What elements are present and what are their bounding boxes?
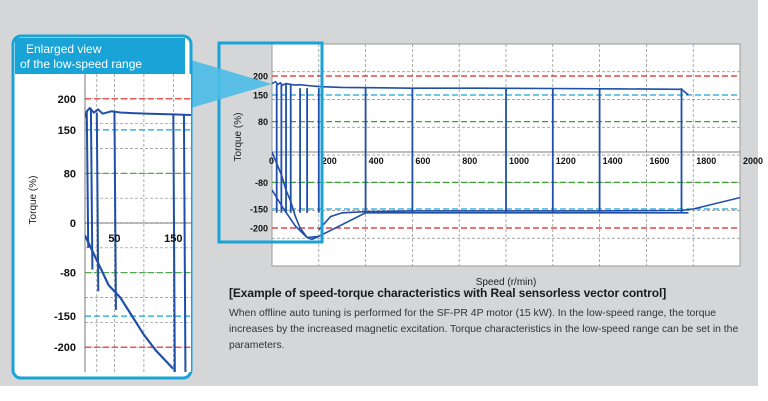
main-ytick-label: -80 <box>255 178 268 188</box>
inset-speed-step-line <box>182 114 187 372</box>
main-xtick-label: 1600 <box>649 156 669 166</box>
main-xtick-label: 1000 <box>509 156 529 166</box>
inset-ytick-label: 80 <box>64 168 76 180</box>
main-ylabel: Torque (%) <box>233 113 244 162</box>
main-xtick-label: 600 <box>415 156 430 166</box>
inset-ytick-label: -80 <box>60 268 76 280</box>
main-tick-labels: 200 150 80 -80 -150 -200 0 200 400 600 800 1000 1200… <box>250 72 763 234</box>
main-curve <box>272 80 690 96</box>
main-xtick-label: 1400 <box>603 156 623 166</box>
main-ytick-label: 150 <box>253 91 268 101</box>
main-ytick-label: 200 <box>253 72 268 82</box>
main-xtick-label: 800 <box>462 156 477 166</box>
inset-ytick-label: -150 <box>54 311 76 323</box>
main-xtick-label: 1200 <box>556 156 576 166</box>
main-xtick-label: 200 <box>322 156 337 166</box>
main-ytick-label: -200 <box>250 224 268 234</box>
inset-ytick-label: 150 <box>58 125 76 137</box>
main-ytick-label: 80 <box>258 117 268 127</box>
inset-ytick-label: 200 <box>58 94 76 106</box>
main-xtick-label: 0 <box>269 156 274 166</box>
inset-speed-step-line <box>95 112 100 292</box>
main-xtick-label: 400 <box>369 156 384 166</box>
inset-title-box <box>15 38 185 74</box>
inset-speed-step-line <box>89 108 94 270</box>
main-xtick-label: 2000 <box>743 156 763 166</box>
inset-ylabel: Torque (%) <box>28 176 39 225</box>
inset-grid <box>84 74 191 372</box>
main-curve <box>318 196 740 231</box>
zoom-connector <box>191 60 272 108</box>
main-curves <box>272 80 740 241</box>
main-xtick-label: 1800 <box>696 156 716 166</box>
inset-speed-step-line <box>85 111 90 248</box>
inset-speed-step-line <box>113 111 117 310</box>
main-curve <box>272 151 320 241</box>
inset-tick-labels: 200 150 80 0 -80 -150 -200 50 150 <box>54 94 183 354</box>
inset-title-line2: of the low-speed range <box>20 57 142 71</box>
caption-body: When offline auto tuning is performed fo… <box>229 308 739 351</box>
inset-xtick-label: 150 <box>164 233 182 245</box>
inset-ytick-label: 0 <box>70 218 76 230</box>
main-xlabel: Speed (r/min) <box>476 277 537 288</box>
caption-heading: [Example of speed-torque characteristics… <box>229 286 667 300</box>
inset-xtick-label: 50 <box>108 233 120 245</box>
caption: [Example of speed-torque characteristics… <box>229 286 749 354</box>
inset-curves <box>85 106 191 372</box>
low-speed-highlight-frame <box>217 41 324 244</box>
main-ytick-label: -150 <box>250 205 268 215</box>
inset-curve <box>85 106 191 118</box>
inset-speed-step-line <box>172 114 176 372</box>
inset-ytick-label: -200 <box>54 342 76 354</box>
inset-title-line1: Enlarged view <box>26 42 102 56</box>
